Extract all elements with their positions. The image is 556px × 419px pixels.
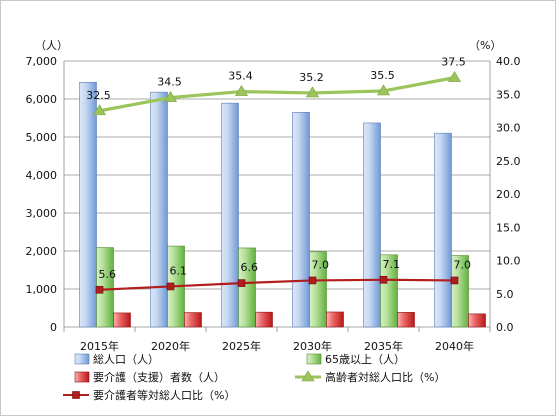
- legend-label: 高齢者対総人口比（%）: [325, 370, 445, 384]
- data-label-care-ratio: 5.6: [99, 268, 117, 281]
- y-left-tick-label: 4,000: [26, 169, 58, 182]
- y-left-tick-label: 0: [50, 321, 57, 334]
- bar-care-recipients: [184, 312, 202, 328]
- marker-care-ratio: [237, 279, 246, 287]
- x-tick-label: 2035年: [364, 339, 403, 353]
- y-left-tick-label: 3,000: [26, 207, 58, 220]
- marker-care-ratio: [379, 275, 388, 284]
- data-label-care-ratio: 6.6: [241, 261, 259, 274]
- y-right-tick-label: 0.0: [496, 321, 514, 334]
- legend-label: 65歳以上（人）: [325, 353, 405, 366]
- legend-elderly-ratio: 高齢者対総人口比（%）: [295, 370, 445, 384]
- data-label-elderly-ratio: 35.2: [299, 71, 324, 84]
- marker-care-ratio: [95, 285, 104, 294]
- data-label-elderly-ratio: 35.5: [370, 69, 395, 82]
- bar-care-recipients: [113, 312, 131, 328]
- x-tick-label: 2040年: [435, 339, 474, 353]
- data-label-elderly-ratio: 32.5: [86, 89, 111, 102]
- legend-label: 要介護（支援）者数（人）: [93, 370, 225, 384]
- y-left-tick-label: 2,000: [26, 245, 58, 258]
- legend-swatch: [306, 353, 322, 365]
- marker-elderly-ratio: [447, 71, 462, 82]
- y-right-unit: （%）: [469, 39, 501, 52]
- legend-swatch-marker: [301, 370, 315, 382]
- data-label-care-ratio: 7.0: [454, 258, 472, 271]
- data-label-elderly-ratio: 35.4: [228, 70, 253, 83]
- marker-elderly-ratio: [163, 90, 178, 102]
- data-label-care-ratio: 6.1: [170, 264, 188, 277]
- bar-total-population: [434, 132, 452, 328]
- y-right-tick-label: 20.0: [496, 188, 521, 201]
- bar-total-population: [292, 112, 310, 328]
- legend-care-recipients: 要介護（支援）者数（人）: [74, 370, 225, 384]
- y-left-unit: （人）: [35, 39, 68, 52]
- x-tick-label: 2020年: [151, 339, 190, 353]
- marker-care-ratio: [450, 276, 459, 285]
- bar-care-recipients: [468, 313, 486, 328]
- legend-label: 総人口（人）: [93, 352, 159, 366]
- marker-elderly-ratio: [234, 85, 249, 96]
- y-right-tick-label: 40.0: [496, 55, 521, 68]
- marker-care-ratio: [308, 276, 317, 285]
- marker-elderly-ratio: [305, 86, 320, 98]
- y-right-tick-label: 5.0: [496, 288, 514, 301]
- x-tick-label: 2030年: [293, 339, 332, 353]
- legend-swatch-marker: [72, 391, 80, 399]
- y-right-tick-label: 10.0: [496, 255, 521, 268]
- data-label-care-ratio: 7.1: [383, 258, 401, 271]
- y-right-tick-label: 25.0: [496, 155, 521, 168]
- y-left-tick-label: 6,000: [26, 93, 58, 106]
- data-label-care-ratio: 7.0: [312, 258, 330, 271]
- marker-elderly-ratio: [376, 84, 391, 96]
- line-elderly-ratio: [99, 76, 455, 113]
- line-care-ratio: [99, 278, 455, 291]
- legend-total-population: 総人口（人）: [74, 352, 159, 366]
- y-right-tick-label: 35.0: [496, 88, 521, 101]
- bar-total-population: [221, 102, 239, 328]
- y-right-tick-label: 15.0: [496, 221, 521, 234]
- y-left-tick-label: 1,000: [26, 283, 58, 296]
- bar-total-population: [150, 91, 168, 328]
- bar-total-population: [79, 81, 97, 328]
- marker-care-ratio: [166, 282, 175, 291]
- bar-care-recipients: [397, 312, 415, 328]
- data-label-elderly-ratio: 34.5: [157, 76, 182, 89]
- legend-care-ratio: 要介護者等対総人口比（%）: [63, 388, 235, 402]
- x-tick-label: 2025年: [222, 339, 261, 353]
- bar-age-65-plus: [380, 254, 398, 328]
- bar-care-recipients: [255, 311, 273, 328]
- marker-elderly-ratio: [92, 104, 107, 116]
- legend-label: 要介護者等対総人口比（%）: [93, 388, 235, 402]
- legend-age-65-plus: 65歳以上（人）: [306, 353, 405, 366]
- y-left-tick-label: 5,000: [26, 131, 58, 144]
- bar-care-recipients: [326, 311, 344, 328]
- bar-age-65-plus: [238, 247, 256, 328]
- legend-swatch: [74, 353, 90, 365]
- data-label-elderly-ratio: 37.5: [441, 56, 466, 69]
- legend-swatch: [74, 371, 90, 383]
- y-right-tick-label: 30.0: [496, 122, 521, 135]
- bar-total-population: [363, 122, 381, 328]
- bar-age-65-plus: [451, 255, 469, 328]
- x-tick-label: 2015年: [80, 339, 119, 353]
- y-left-tick-label: 7,000: [26, 55, 58, 68]
- bar-age-65-plus: [309, 251, 327, 328]
